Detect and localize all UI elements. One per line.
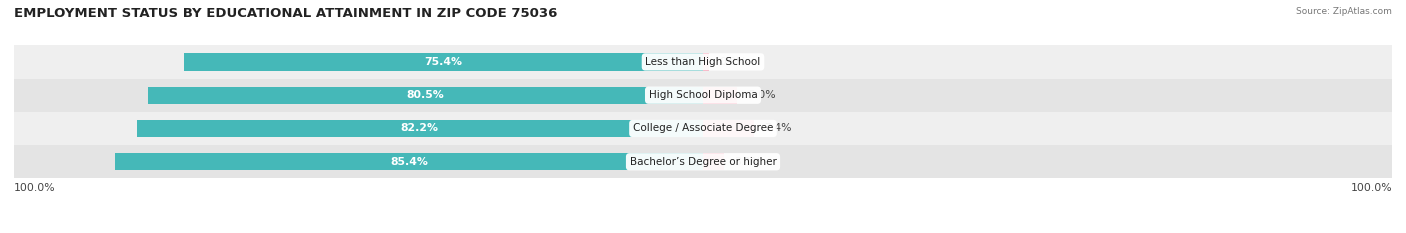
- Text: 5.0%: 5.0%: [748, 90, 775, 100]
- Legend: In Labor Force, Unemployed: In Labor Force, Unemployed: [607, 230, 799, 233]
- Text: 0.9%: 0.9%: [720, 57, 747, 67]
- Bar: [115, 153, 703, 170]
- Text: College / Associate Degree: College / Associate Degree: [633, 123, 773, 134]
- Bar: [14, 45, 1392, 79]
- Bar: [184, 53, 703, 71]
- Text: 3.1%: 3.1%: [735, 157, 762, 167]
- Bar: [14, 112, 1392, 145]
- Text: Source: ZipAtlas.com: Source: ZipAtlas.com: [1296, 7, 1392, 16]
- Text: High School Diploma: High School Diploma: [648, 90, 758, 100]
- Bar: [149, 86, 703, 104]
- Text: 100.0%: 100.0%: [1350, 183, 1392, 193]
- Text: EMPLOYMENT STATUS BY EDUCATIONAL ATTAINMENT IN ZIP CODE 75036: EMPLOYMENT STATUS BY EDUCATIONAL ATTAINM…: [14, 7, 557, 20]
- Bar: [703, 53, 709, 71]
- Text: 7.4%: 7.4%: [765, 123, 792, 134]
- Text: 80.5%: 80.5%: [406, 90, 444, 100]
- Text: Bachelor’s Degree or higher: Bachelor’s Degree or higher: [630, 157, 776, 167]
- Text: 75.4%: 75.4%: [425, 57, 463, 67]
- Bar: [14, 145, 1392, 178]
- Text: 82.2%: 82.2%: [401, 123, 439, 134]
- Text: 85.4%: 85.4%: [389, 157, 427, 167]
- Text: 100.0%: 100.0%: [14, 183, 56, 193]
- Bar: [14, 79, 1392, 112]
- Bar: [703, 153, 724, 170]
- Bar: [136, 120, 703, 137]
- Bar: [703, 120, 754, 137]
- Bar: [703, 86, 738, 104]
- Text: Less than High School: Less than High School: [645, 57, 761, 67]
